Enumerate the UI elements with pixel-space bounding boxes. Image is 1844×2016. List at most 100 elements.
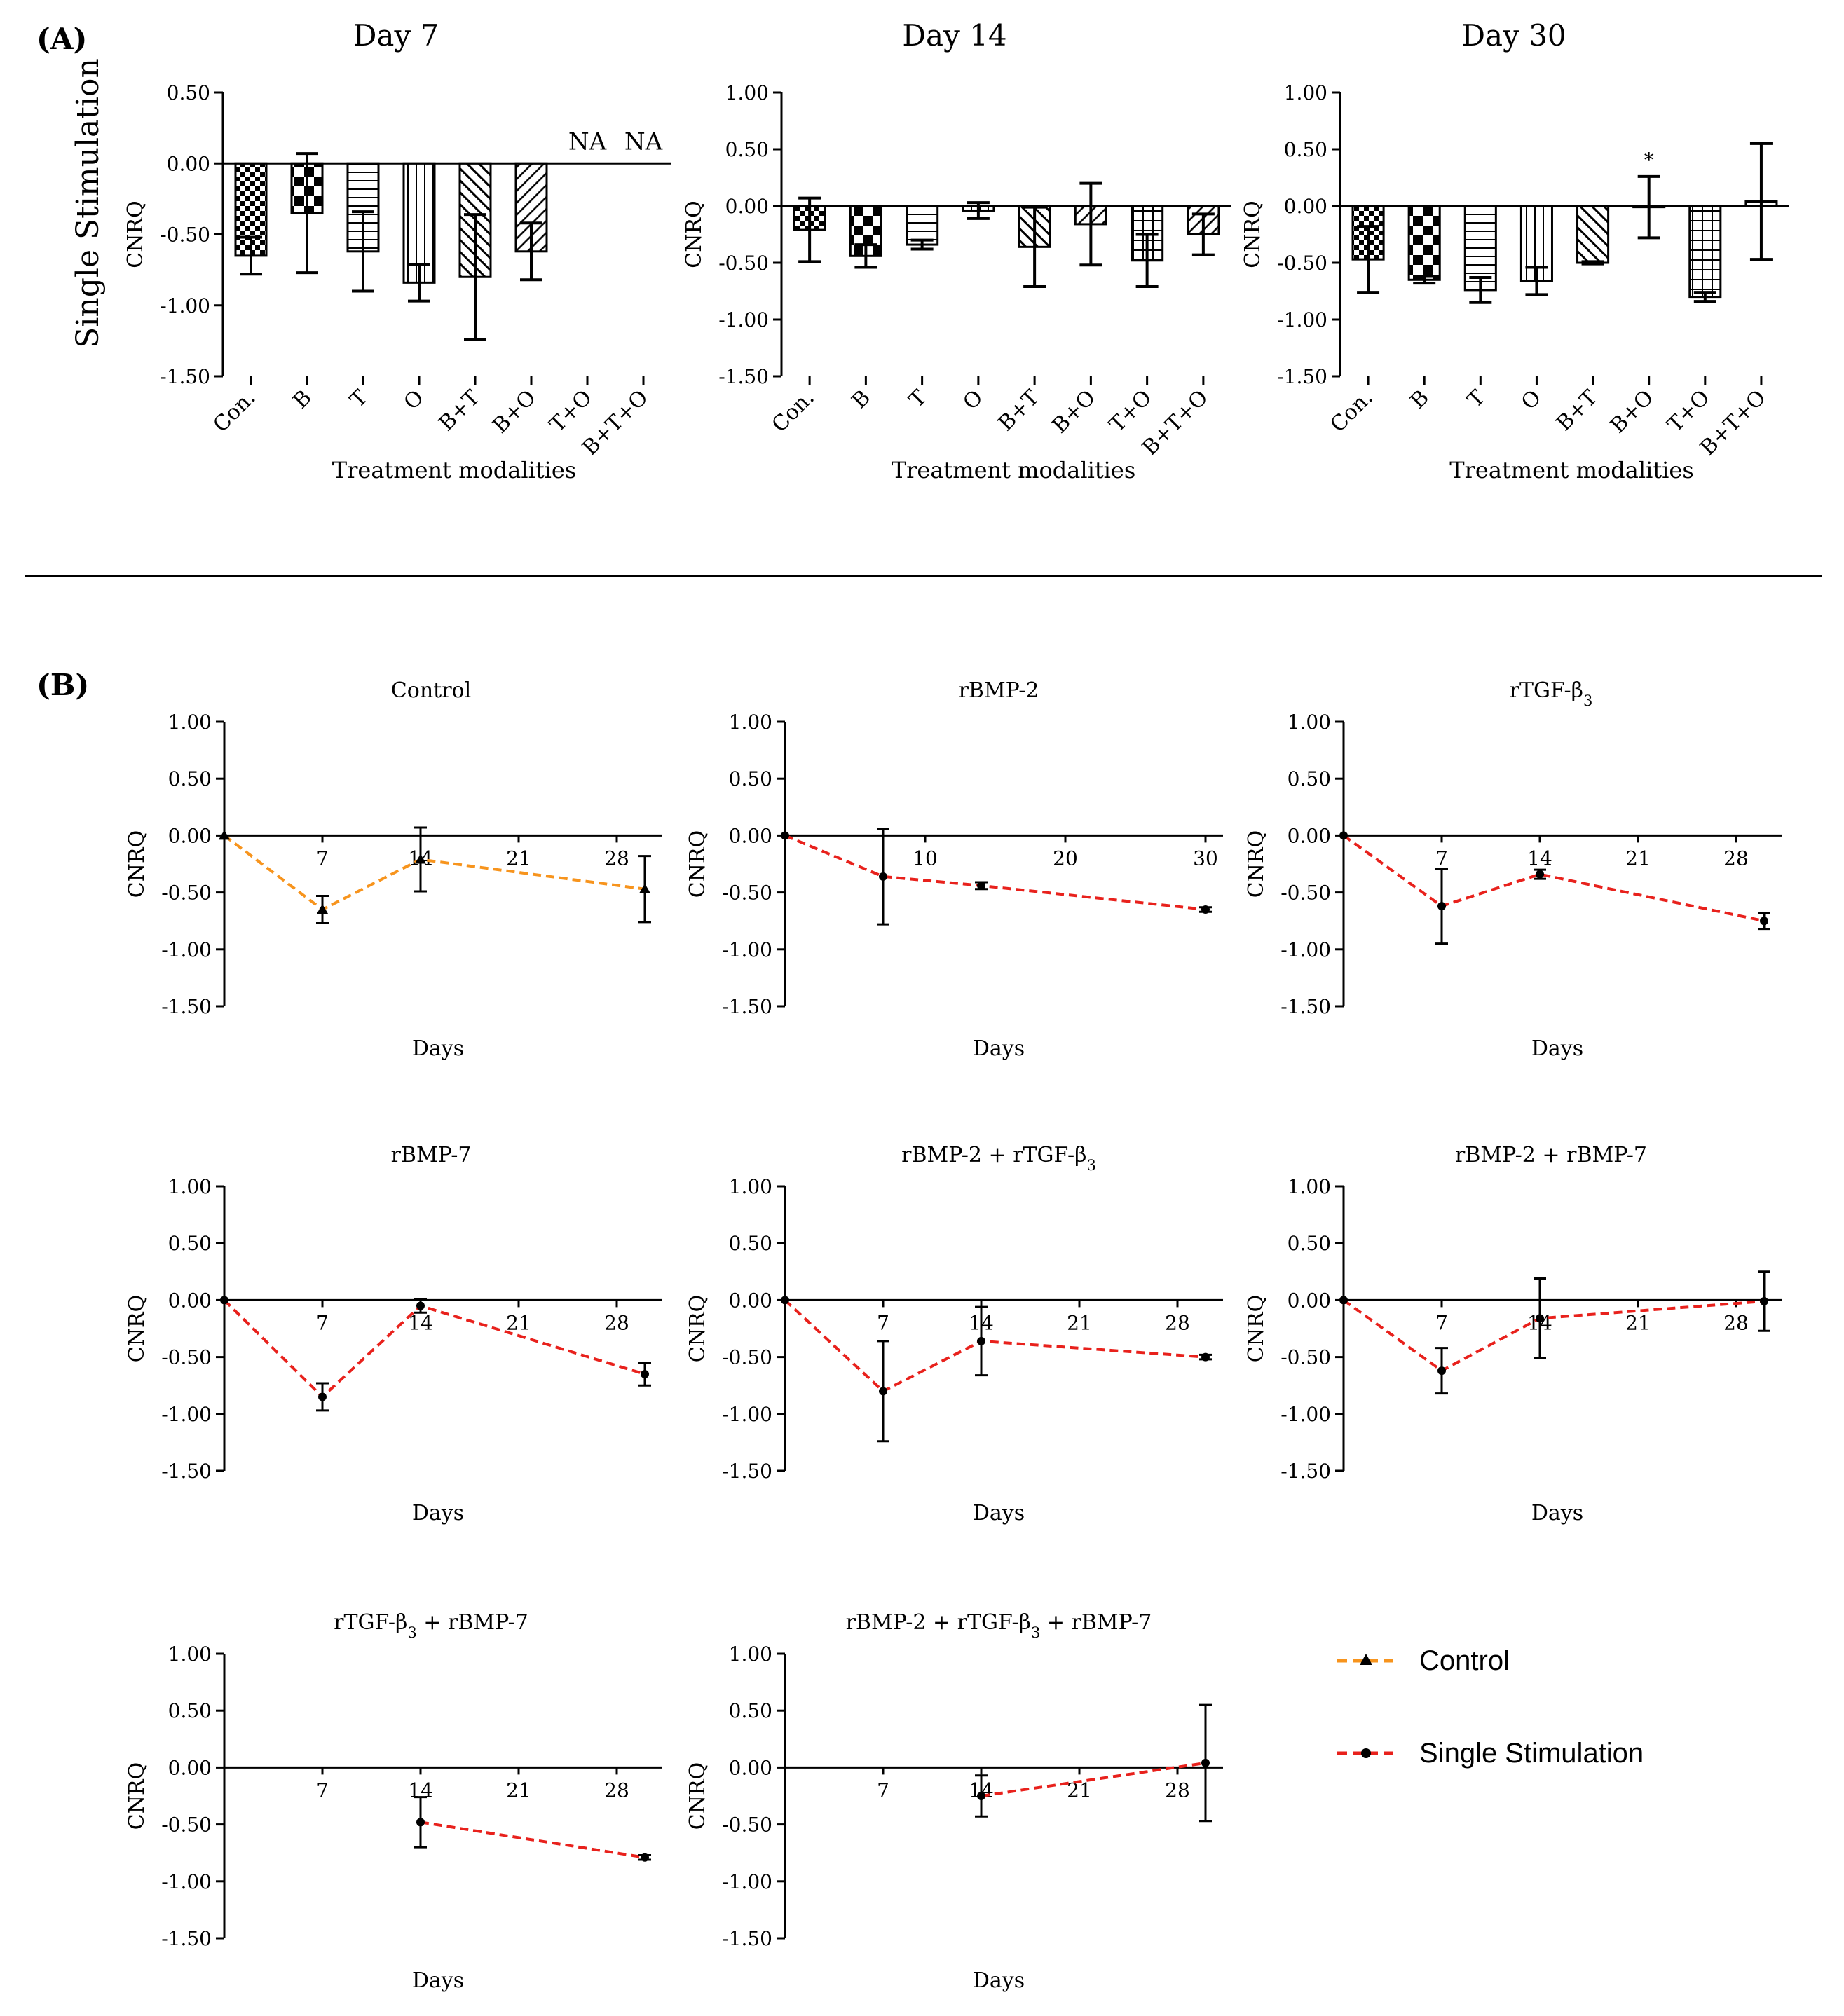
bar-chart-ytick-label: -0.50 [160, 224, 210, 247]
bar-chart-ytick-label: -1.50 [718, 365, 769, 388]
row-label: Single Stimulation [70, 58, 106, 348]
series-line [1342, 834, 1765, 923]
line-chart-7: rTGF-β3 + rBMP-7 1.00 0.50 0.00 -0.50 -1.00 -1… [125, 1610, 662, 1993]
line-chart-ylabel: CNRQ [125, 1762, 149, 1830]
xtick-label: 7 [316, 1311, 329, 1334]
line-chart-ytick-label: -1.50 [722, 995, 772, 1018]
data-point [977, 1336, 985, 1345]
line-chart-ytick-label: -1.50 [161, 1460, 212, 1483]
data-point [1536, 1314, 1544, 1323]
data-point [1339, 1296, 1348, 1305]
xtick-label: 21 [1067, 1311, 1092, 1334]
category-label: B [1406, 385, 1434, 413]
legend-control-label: Control [1419, 1645, 1510, 1676]
bar-chart-ylabel: CNRQ [123, 200, 148, 268]
annotation: NA [624, 128, 663, 156]
legend-control-marker [1360, 1654, 1372, 1665]
bar-chart-ytick-label: 0.50 [167, 81, 210, 104]
xtick-label: 20 [1053, 846, 1078, 870]
bar-chart-ytick-label: 0.50 [1284, 138, 1327, 161]
line-chart-ylabel: CNRQ [125, 830, 149, 898]
line-chart-title: rBMP-7 [391, 1143, 472, 1167]
bar-chart-ytick-label: 1.00 [1284, 81, 1327, 104]
panel-a-label: (A) [36, 22, 87, 56]
xtick-label: 28 [1165, 1778, 1190, 1802]
bar-chart-xlabel: Treatment modalities [332, 457, 577, 484]
bar-chart-ytick-label: 0.00 [1284, 195, 1327, 218]
category-label: T+O [1105, 385, 1156, 437]
xtick-label: 14 [1527, 846, 1552, 870]
line-chart-ylabel: CNRQ [1244, 1295, 1269, 1362]
line-chart-ytick-label: 1.00 [1288, 1175, 1331, 1198]
xtick-label: 21 [1625, 846, 1651, 870]
data-point [219, 830, 230, 840]
line-chart-xlabel: Days [1531, 1036, 1583, 1061]
line-chart-title: rBMP-2 [959, 678, 1039, 703]
xtick-label: 30 [1193, 846, 1218, 870]
line-chart-1: Control1.000.500.00-0.50-1.00-1.50CNRQ71… [125, 678, 662, 1061]
line-chart-ytick-label: 1.00 [168, 1643, 212, 1666]
xtick-label: 28 [1723, 1311, 1749, 1334]
line-chart-ytick-label: -1.00 [722, 938, 772, 961]
line-chart-ytick-label: 0.00 [1288, 1289, 1331, 1312]
line-chart-xlabel: Days [412, 1501, 464, 1525]
data-point [416, 1818, 425, 1827]
bar-chart-ytick-label: -1.00 [160, 294, 210, 317]
bar-chart-title: Day 30 [1461, 18, 1566, 53]
xtick-label: 28 [604, 1311, 629, 1334]
xtick-label: 21 [506, 846, 531, 870]
line-chart-xlabel: Days [412, 1968, 464, 1993]
data-point [781, 831, 789, 840]
line-chart-ylabel: CNRQ [685, 1762, 710, 1830]
bar-chart-ylabel: CNRQ [1241, 200, 1265, 268]
line-chart-ytick-label: -1.50 [1280, 995, 1331, 1018]
category-label: T [1463, 385, 1490, 413]
line-chart-ytick-label: -0.50 [1280, 882, 1331, 905]
data-point [1760, 917, 1768, 926]
series-line [420, 1820, 646, 1859]
bar-chart-3: Day 30 1.00 0.50 0.00 -0.50 -1.00 -1.50 CNRQ Con… [1241, 18, 1789, 484]
xtick-label: 28 [1165, 1311, 1190, 1334]
data-point [1437, 1366, 1446, 1376]
line-chart-ytick-label: 0.50 [168, 1232, 212, 1255]
data-point [1437, 902, 1446, 911]
bar [1576, 205, 1610, 264]
line-chart-ytick-label: -1.50 [1280, 1460, 1331, 1483]
category-label: Con. [767, 385, 819, 437]
line-chart-title: Control [391, 678, 471, 703]
data-point [1201, 1758, 1210, 1767]
line-chart-ytick-label: 0.00 [168, 1756, 212, 1779]
bar-chart-ytick-label: 0.00 [725, 195, 769, 218]
series-line [784, 1298, 1206, 1393]
category-label: T [346, 385, 373, 413]
xtick-label: 21 [1625, 1311, 1651, 1334]
category-label: O [958, 385, 988, 415]
bar-chart-title: Day 7 [353, 18, 439, 53]
category-label: B+O [1048, 385, 1101, 439]
line-chart-title: rBMP-2 + rTGF-β3 + rBMP-7 [846, 1610, 1152, 1641]
bar-chart-ytick-label: 0.00 [167, 152, 210, 175]
xtick-label: 28 [604, 846, 629, 870]
series-line [223, 834, 646, 912]
data-point [1760, 1297, 1768, 1306]
category-label: T+O [545, 385, 597, 437]
line-chart-ytick-label: -1.50 [722, 1927, 772, 1950]
line-chart-ytick-label: 1.00 [168, 711, 212, 734]
line-chart-title: rTGF-β3 [1510, 678, 1593, 709]
data-point [879, 872, 887, 881]
xtick-label: 7 [877, 1311, 889, 1334]
data-point [977, 1792, 985, 1800]
line-chart-2: rBMP-2 1.00 0.50 0.00 -0.50 -1.00 -1.50 CNRQ 10 2… [685, 678, 1223, 1061]
category-label: O [399, 385, 429, 415]
line-chart-ytick-label: 0.00 [729, 1756, 772, 1779]
xtick-label: 28 [604, 1778, 629, 1802]
bar [1407, 205, 1441, 281]
panel-b-label: (B) [36, 668, 89, 702]
category-label: Con. [1326, 385, 1378, 437]
line-chart-ytick-label: 0.50 [729, 767, 772, 790]
line-chart-xlabel: Days [412, 1036, 464, 1061]
bar-chart-ytick-label: -0.50 [718, 252, 769, 275]
